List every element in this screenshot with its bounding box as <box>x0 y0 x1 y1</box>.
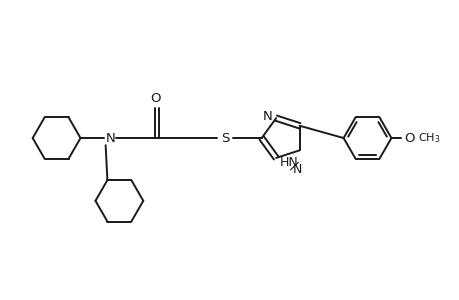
Text: O: O <box>150 92 160 105</box>
Text: N: N <box>263 110 272 123</box>
Text: N: N <box>105 131 115 145</box>
Text: HN: HN <box>279 156 298 169</box>
Text: S: S <box>220 131 229 145</box>
Text: N: N <box>292 164 302 176</box>
Text: CH$_3$: CH$_3$ <box>417 131 439 145</box>
Text: O: O <box>404 131 414 145</box>
